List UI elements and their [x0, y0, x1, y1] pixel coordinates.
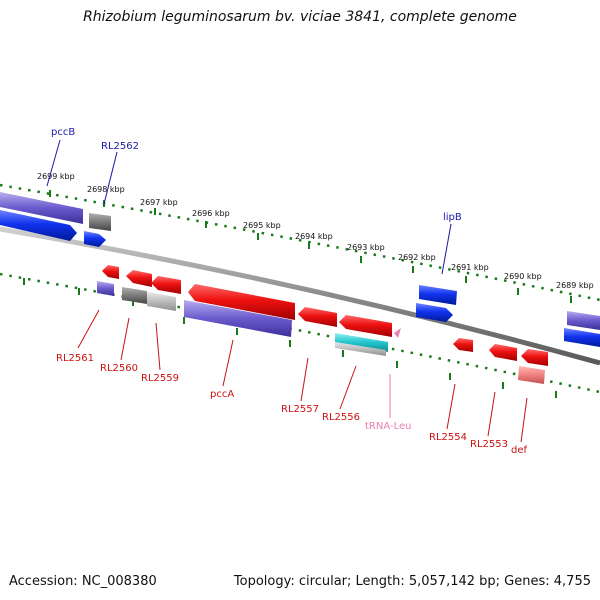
gene-pccB[interactable] [0, 192, 83, 224]
tick-label: 2695 kbp [243, 221, 281, 230]
gene-lipB-cds[interactable] [416, 303, 453, 322]
gene-RL2560-red[interactable] [126, 270, 152, 287]
inner-major-ticks [23, 278, 557, 398]
tick-label: 2694 kbp [295, 232, 333, 241]
tick-label: 2691 kbp [451, 263, 489, 272]
gene-label-pccA: pccA [210, 389, 234, 400]
tick-label: 2692 kbp [398, 253, 436, 262]
gene-RL2557[interactable] [298, 307, 337, 327]
gene-pccB-cds[interactable] [0, 210, 77, 241]
gene-label-RL2559: RL2559 [141, 373, 179, 384]
gene-tRNA-Leu[interactable] [394, 328, 401, 338]
gene-right-blue[interactable] [564, 328, 600, 347]
gene-RL2561-red[interactable] [102, 265, 119, 279]
outer-major-ticks [49, 190, 572, 303]
gene-def[interactable] [521, 349, 548, 366]
gene-pccA-red[interactable] [188, 284, 295, 320]
gene-RL2553[interactable] [489, 344, 517, 361]
tick-label: 2696 kbp [192, 209, 230, 218]
gene-RL2556-gray[interactable] [335, 342, 386, 356]
gene-RL2562-pseudo[interactable] [89, 213, 111, 231]
gene-label-RL2557: RL2557 [281, 404, 319, 415]
gene-RL2559[interactable] [147, 292, 176, 311]
tick-label: 2693 kbp [347, 243, 385, 252]
reverse-label-leaders [77, 309, 528, 443]
forward-label-leaders [46, 139, 452, 275]
gene-right-purple[interactable] [567, 311, 600, 330]
gene-label-RL2560: RL2560 [100, 363, 138, 374]
topology-text: Topology: circular; Length: 5,057,142 bp… [233, 574, 591, 589]
gene-RL2559-red[interactable] [151, 276, 181, 294]
accession-text: Accession: NC_008380 [9, 574, 157, 589]
gene-RL2561[interactable] [97, 281, 114, 296]
gene-label-pccB: pccB [51, 127, 75, 138]
tick-label: 2697 kbp [140, 198, 178, 207]
gene-label-RL2556: RL2556 [322, 412, 360, 423]
gene-RL2562[interactable] [84, 231, 106, 247]
gene-def-pink[interactable] [518, 366, 545, 384]
tick-label: 2689 kbp [556, 281, 594, 290]
gene-label-lipB: lipB [443, 212, 462, 223]
gene-RL2556[interactable] [339, 315, 392, 337]
gene-pccA[interactable] [184, 300, 292, 337]
genome-title: Rhizobium leguminosarum bv. viciae 3841,… [83, 9, 517, 25]
gene-label-def: def [511, 445, 528, 456]
gene-lipB[interactable] [419, 285, 457, 305]
inner-tick-track [0, 272, 600, 394]
gene-label-RL2562: RL2562 [101, 141, 139, 152]
gene-label-tRNA-Leu: tRNA-Leu [365, 421, 411, 432]
gene-label-RL2553: RL2553 [470, 439, 508, 450]
gene-label-RL2561: RL2561 [56, 353, 94, 364]
tick-label: 2690 kbp [504, 272, 542, 281]
gene-RL2556-cyan[interactable] [335, 333, 388, 352]
gene-RL2560[interactable] [122, 287, 147, 304]
outer-tick-track [0, 183, 600, 302]
tick-label: 2698 kbp [87, 185, 125, 194]
gene-RL2554[interactable] [453, 338, 473, 352]
tick-label: 2699 kbp [37, 172, 75, 181]
gene-label-RL2554: RL2554 [429, 432, 467, 443]
genome-backbone [0, 226, 600, 366]
